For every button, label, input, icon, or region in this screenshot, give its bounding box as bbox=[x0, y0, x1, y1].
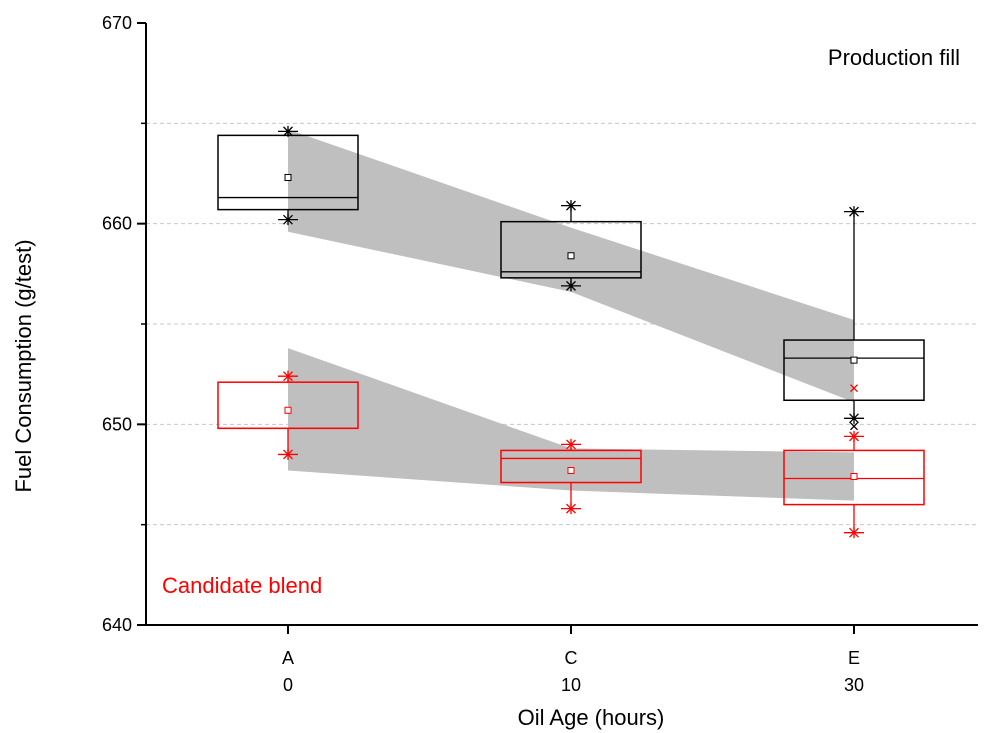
production-fill-label: Production fill bbox=[828, 45, 960, 70]
box-iqr bbox=[500, 449, 642, 484]
box-group bbox=[217, 370, 359, 460]
extreme-marker bbox=[566, 503, 576, 515]
mean-marker bbox=[567, 252, 575, 260]
box-group bbox=[783, 384, 925, 539]
extreme-marker bbox=[283, 448, 293, 460]
axes: 640 650 660 670 A 0 C 10 E 30 bbox=[102, 13, 978, 695]
y-tick-label: 660 bbox=[102, 214, 132, 234]
mean-marker bbox=[850, 356, 858, 364]
extreme-marker bbox=[849, 527, 859, 539]
box-group bbox=[500, 200, 642, 292]
mean-marker bbox=[567, 466, 575, 474]
box-iqr bbox=[783, 339, 925, 402]
box-group bbox=[500, 438, 642, 515]
extreme-marker bbox=[283, 370, 293, 382]
mean-marker bbox=[850, 473, 858, 481]
trend-bands bbox=[288, 129, 854, 501]
box-iqr bbox=[783, 449, 925, 506]
extreme-marker bbox=[283, 125, 293, 137]
x-tick-letter: C bbox=[565, 648, 578, 668]
x-tick-hours: 10 bbox=[561, 675, 581, 695]
x-tick-hours: 0 bbox=[283, 675, 293, 695]
y-tick-label: 650 bbox=[102, 414, 132, 434]
candidate-blend-label: Candidate blend bbox=[162, 573, 322, 598]
box-series bbox=[217, 125, 925, 539]
extreme-marker bbox=[566, 200, 576, 212]
x-axis-title: Oil Age (hours) bbox=[518, 705, 665, 730]
trend-band bbox=[288, 348, 854, 501]
mean-marker bbox=[284, 406, 292, 414]
x-tick-letter: A bbox=[282, 648, 294, 668]
box-iqr bbox=[500, 220, 642, 279]
box-group bbox=[783, 206, 925, 431]
extreme-marker bbox=[849, 412, 859, 424]
y-tick-label: 670 bbox=[102, 13, 132, 33]
box-group bbox=[217, 125, 359, 226]
extreme-marker bbox=[566, 280, 576, 292]
x-tick-hours: 30 bbox=[844, 675, 864, 695]
extreme-marker bbox=[283, 214, 293, 226]
extreme-marker bbox=[566, 438, 576, 450]
y-tick-label: 640 bbox=[102, 615, 132, 635]
extreme-marker bbox=[849, 430, 859, 442]
extreme-marker bbox=[849, 206, 859, 218]
x-tick-letter: E bbox=[848, 648, 860, 668]
trend-band bbox=[288, 129, 854, 403]
y-axis-title: Fuel Consumption (g/test) bbox=[11, 239, 36, 492]
outlier-marker bbox=[850, 422, 858, 431]
mean-marker bbox=[284, 174, 292, 182]
outlier-marker bbox=[850, 384, 858, 393]
